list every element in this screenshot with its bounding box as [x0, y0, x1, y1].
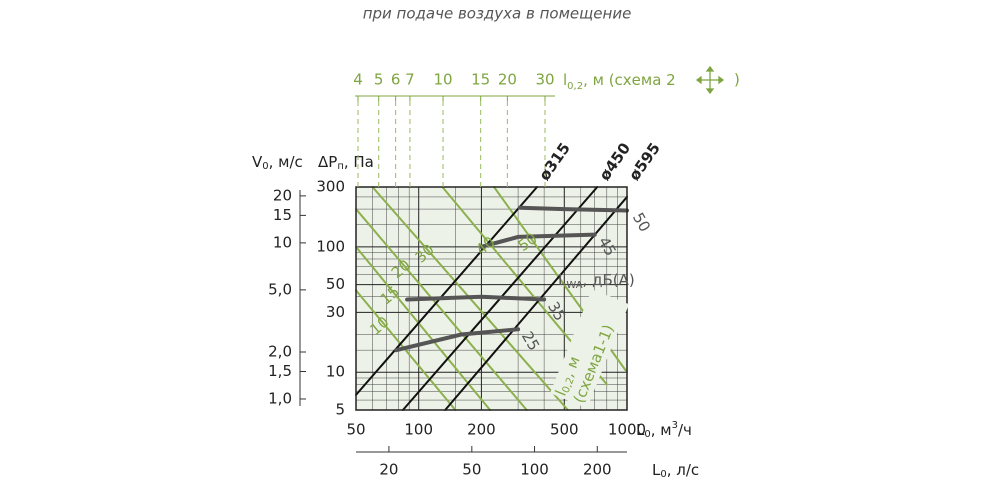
- y-tick-label: 5: [335, 401, 345, 419]
- y2-tick-label: 1,0: [268, 389, 292, 407]
- label-bg: [549, 289, 630, 409]
- label-main: V: [252, 153, 263, 171]
- label-main: l: [551, 388, 569, 399]
- y2-tick-label: 20: [273, 186, 292, 204]
- y-tick-label: 10: [326, 363, 345, 381]
- label-rest: , м: [651, 421, 672, 439]
- y-tick-label: 50: [326, 275, 345, 293]
- label-main: l: [563, 71, 567, 89]
- duct-line: [355, 186, 539, 396]
- x-label: L0, м3/ч: [636, 420, 692, 440]
- y2-tick-label: 2,0: [268, 342, 292, 360]
- x2-label-end: ): [734, 71, 740, 89]
- duct-label: ø315: [535, 139, 574, 183]
- subtitle: при подаче воздуха в помещение: [363, 5, 632, 23]
- y2-tick-label: 1,5: [268, 362, 292, 380]
- y2-tick-label: 5,0: [268, 280, 292, 298]
- y-label: ΔPп, Па: [318, 153, 374, 173]
- x2-tick-label: 30: [535, 71, 554, 89]
- y-tick-label: 300: [316, 178, 345, 196]
- noise-value-label: 50: [629, 209, 654, 235]
- x-tick-label: 500: [550, 421, 579, 439]
- label-sup: 3: [672, 420, 678, 431]
- label-sub: 0: [644, 429, 650, 440]
- x3-tick-label: 50: [462, 461, 481, 479]
- x-tick-label: 100: [404, 421, 433, 439]
- label-main: L: [636, 421, 645, 439]
- x2-tick-label: 6: [391, 71, 401, 89]
- duct-line: [444, 195, 628, 411]
- x2-label: l0,2, м (схема 2: [563, 71, 676, 93]
- throw-line: [355, 289, 457, 411]
- label-main: ΔP: [318, 153, 337, 171]
- x2-tick-label: 20: [498, 71, 517, 89]
- label-main: L: [558, 271, 567, 289]
- noise-line: [517, 205, 629, 213]
- noise-line: [405, 294, 547, 302]
- noise-label: LWA, дБ(А): [558, 271, 635, 292]
- y2-tick-label: 15: [273, 206, 292, 224]
- label-sub: 0: [660, 469, 666, 480]
- duct-label: ø595: [625, 139, 664, 183]
- label-rest: , л/с: [667, 461, 699, 479]
- x2-tick-label: 4: [353, 71, 363, 89]
- y2-label: V0, м/с: [252, 153, 303, 173]
- x2-tick-label: 5: [374, 71, 384, 89]
- throw-line: [355, 208, 528, 411]
- y2-tick-label: 10: [273, 233, 292, 251]
- y-tick-label: 100: [316, 237, 345, 255]
- x3-label: L0, л/с: [652, 461, 699, 481]
- label-sub: 0,2: [567, 81, 583, 92]
- x-tick-label: 50: [346, 421, 365, 439]
- label-rest: , м/с: [269, 153, 303, 171]
- label-sub: 0: [262, 161, 268, 172]
- noise-line: [479, 232, 597, 249]
- label-rest: , Па: [344, 153, 374, 171]
- x2-tick-label: 7: [405, 71, 415, 89]
- label-sub: п: [337, 161, 344, 172]
- label-main: L: [652, 461, 661, 479]
- label-rest: , дБ(А): [583, 271, 635, 289]
- x3-tick-label: 200: [583, 461, 612, 479]
- label-rest: , м (схема 2: [583, 71, 676, 89]
- noise-line: [394, 327, 521, 353]
- x2-tick-label: 10: [433, 71, 452, 89]
- label-end: /ч: [678, 421, 692, 439]
- plot-frame: [355, 186, 628, 411]
- duct-label: ø450: [596, 139, 635, 183]
- cross-icon: [695, 65, 725, 95]
- x3-tick-label: 100: [520, 461, 549, 479]
- x3-tick-label: 20: [379, 461, 398, 479]
- x-tick-label: 1000: [608, 421, 646, 439]
- y-tick-label: 30: [326, 303, 345, 321]
- x-tick-label: 200: [467, 421, 496, 439]
- label-sub: WA: [566, 280, 582, 291]
- x2-tick-label: 15: [471, 71, 490, 89]
